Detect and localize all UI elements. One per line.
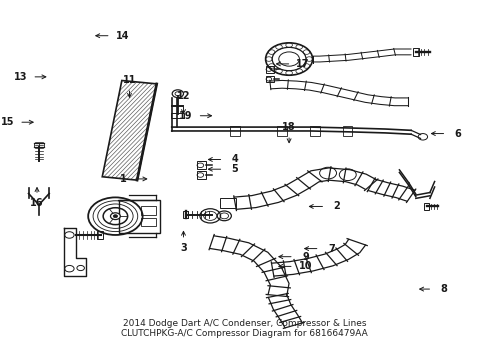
Bar — [141, 218, 156, 226]
Bar — [309, 126, 319, 135]
Circle shape — [110, 213, 120, 220]
Text: 12: 12 — [176, 91, 190, 101]
Bar — [343, 126, 352, 135]
Text: 6: 6 — [454, 129, 461, 139]
Text: 15: 15 — [0, 117, 14, 127]
Text: 16: 16 — [30, 198, 43, 208]
Bar — [423, 203, 428, 210]
Bar — [141, 206, 156, 215]
Text: 4: 4 — [231, 154, 238, 165]
Text: 8: 8 — [440, 284, 447, 294]
Text: 19: 19 — [179, 111, 192, 121]
Text: 7: 7 — [327, 244, 334, 253]
Text: 5: 5 — [231, 164, 238, 174]
Text: 18: 18 — [282, 122, 295, 132]
Bar — [277, 126, 286, 135]
Text: 1: 1 — [120, 174, 126, 184]
Text: 14: 14 — [116, 31, 129, 41]
Bar — [265, 76, 273, 82]
Bar — [183, 211, 188, 219]
Bar — [196, 161, 205, 169]
Bar — [196, 171, 205, 179]
Bar — [412, 48, 418, 56]
Bar — [171, 113, 184, 118]
Bar — [220, 198, 236, 208]
Text: 9: 9 — [302, 252, 308, 262]
Bar — [230, 126, 239, 135]
Circle shape — [113, 215, 117, 218]
Text: 2014 Dodge Dart A/C Condenser, Compressor & Lines: 2014 Dodge Dart A/C Condenser, Compresso… — [122, 319, 366, 328]
Bar — [265, 66, 273, 73]
Text: 17: 17 — [296, 59, 309, 69]
Text: 13: 13 — [14, 72, 27, 82]
Text: 10: 10 — [298, 261, 312, 271]
Text: 11: 11 — [122, 75, 136, 85]
Text: CLUTCHPKG-A/C Compressor Diagram for 68166479AA: CLUTCHPKG-A/C Compressor Diagram for 681… — [121, 329, 367, 338]
Text: 3: 3 — [180, 243, 186, 253]
Bar — [97, 231, 102, 239]
Text: 2: 2 — [333, 202, 340, 211]
